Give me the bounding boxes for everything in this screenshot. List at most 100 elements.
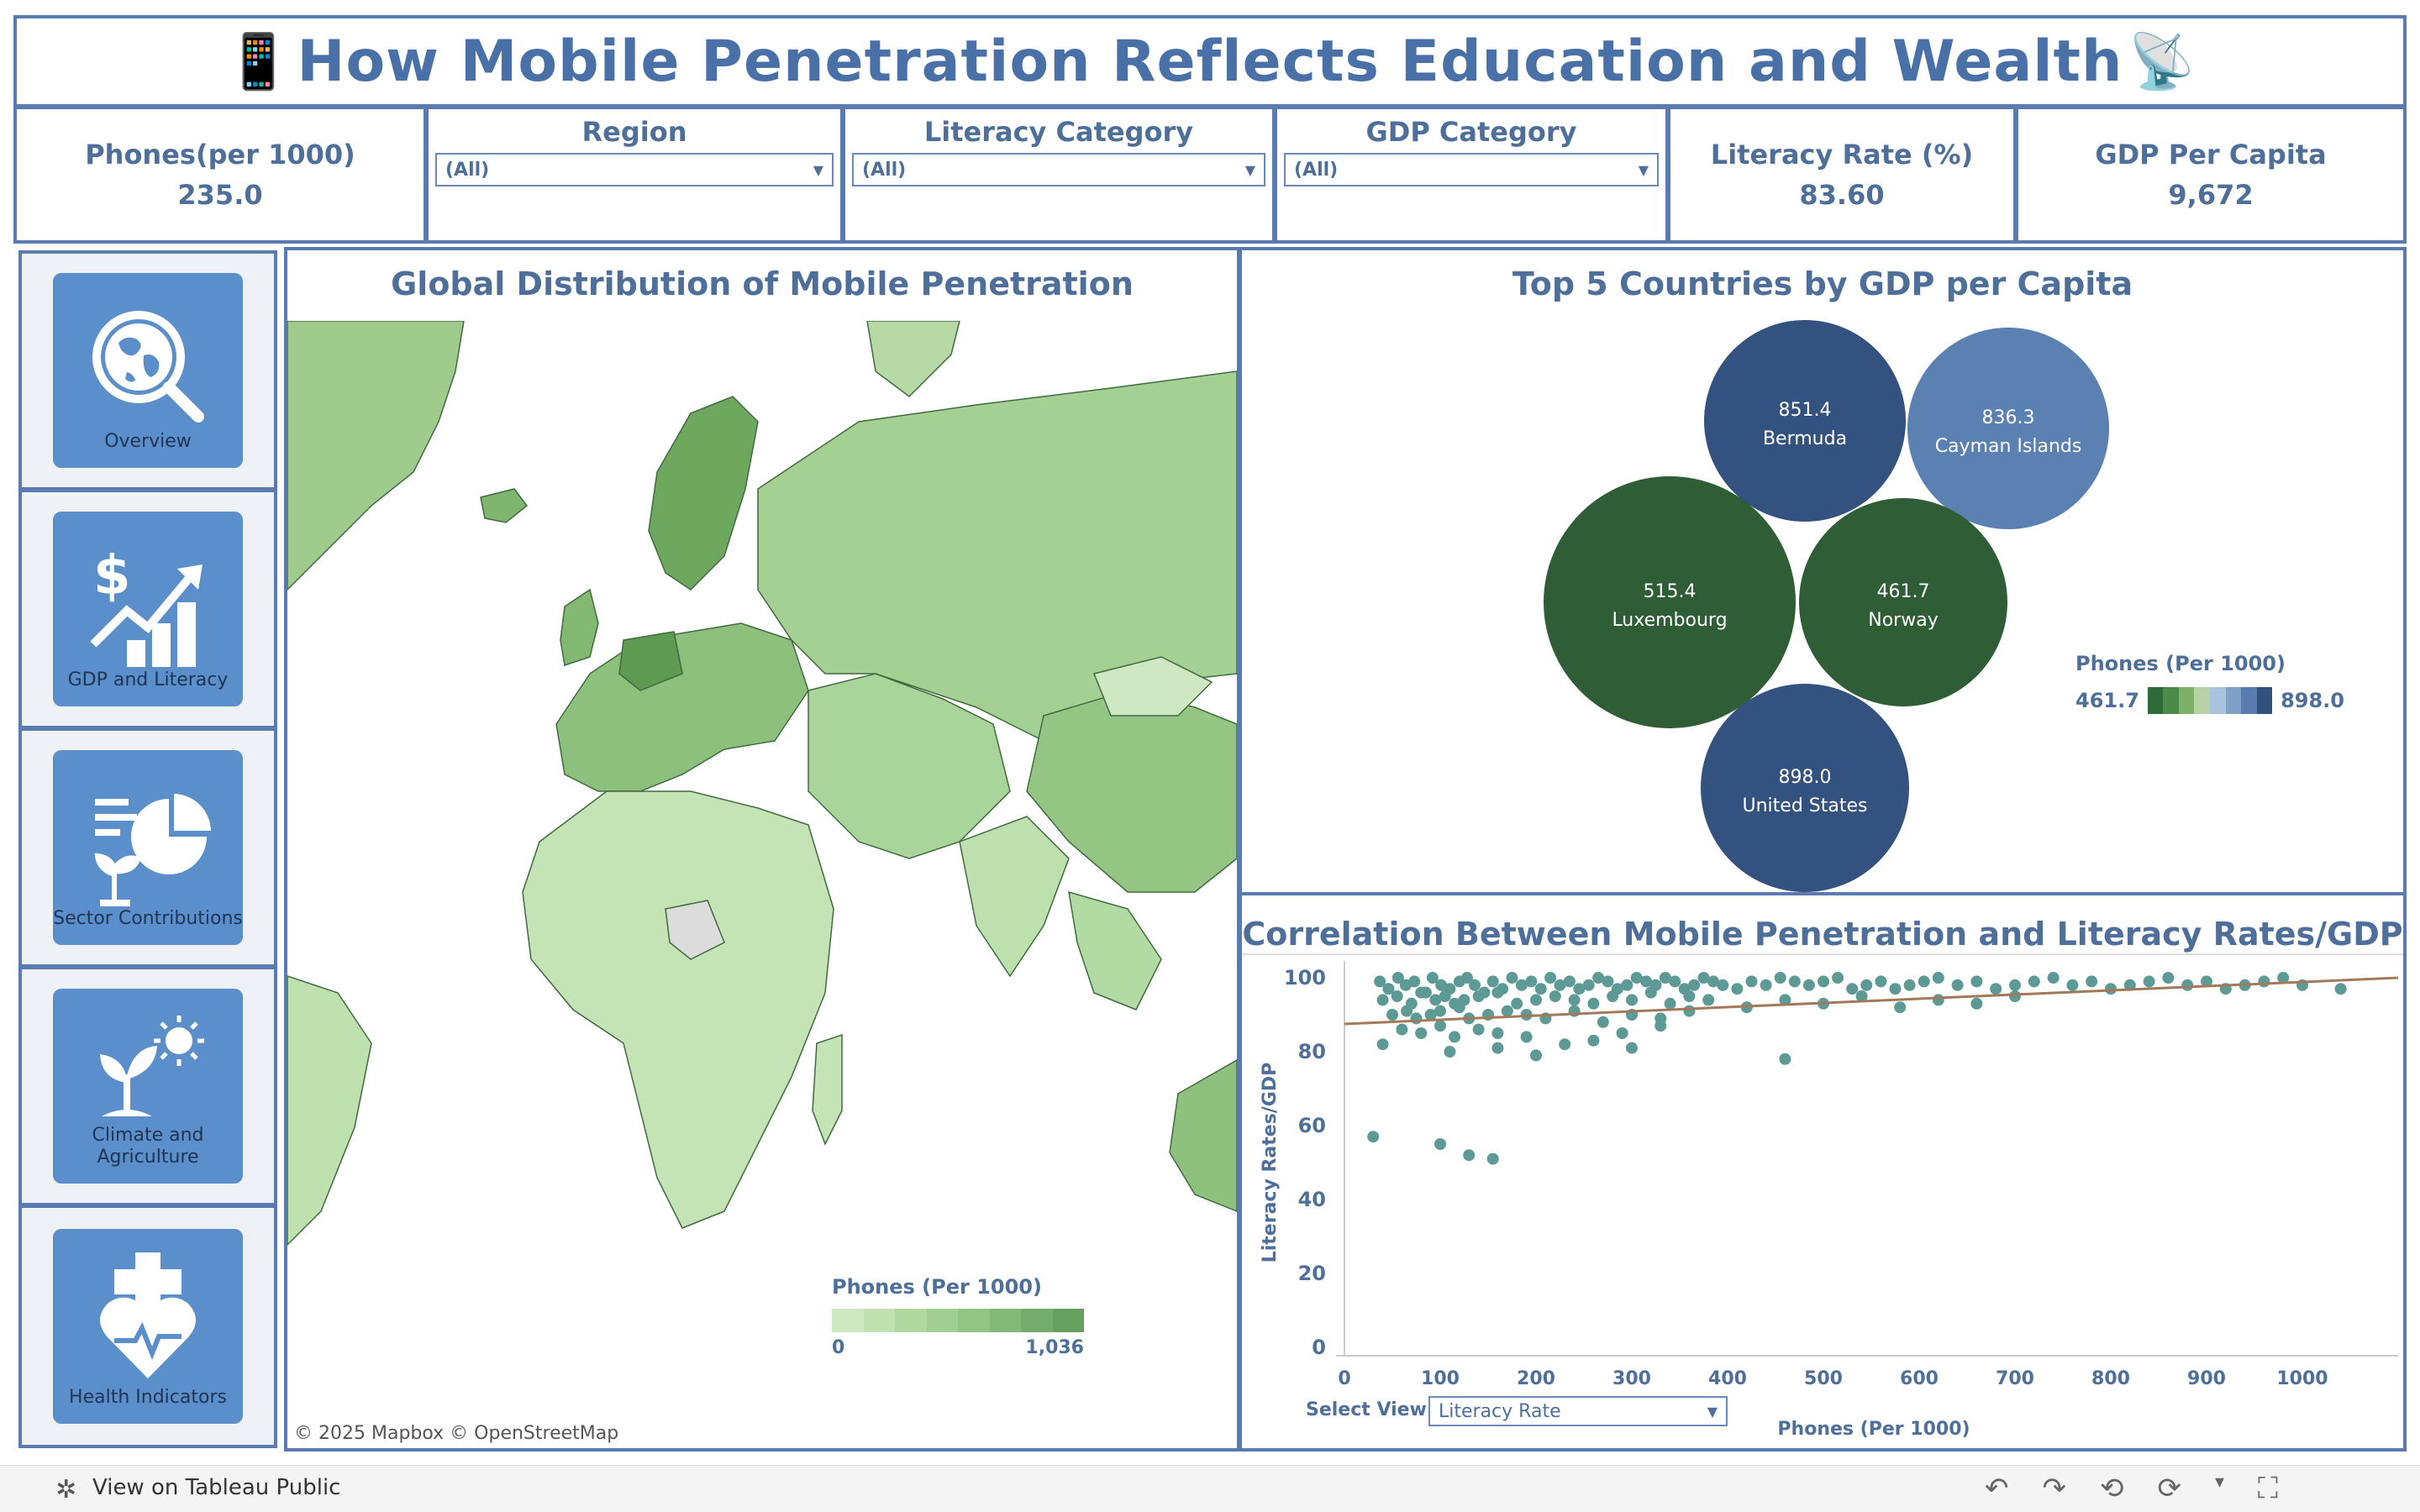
scatter-point[interactable]	[1463, 1149, 1476, 1162]
gdp-literacy-button[interactable]: $ GDP and Literacy	[53, 512, 243, 706]
scatter-point[interactable]	[1860, 979, 1873, 991]
scatter-point[interactable]	[1683, 1005, 1696, 1017]
scatter-point[interactable]	[1460, 972, 1473, 984]
scatter-point[interactable]	[1391, 990, 1403, 1002]
scatter-point[interactable]	[1374, 975, 1386, 988]
scatter-point[interactable]	[1607, 990, 1619, 1002]
scatter-point[interactable]	[2258, 975, 2270, 988]
scatter-point[interactable]	[1669, 975, 1681, 988]
scatter-point[interactable]	[1702, 994, 1715, 1006]
scatter-point[interactable]	[1554, 979, 1566, 991]
scatter-point[interactable]	[1779, 994, 1791, 1006]
scatter-point[interactable]	[1444, 1046, 1456, 1058]
scatter-point[interactable]	[1855, 990, 1868, 1002]
sidebar-item-gdp-literacy[interactable]: $ GDP and Literacy	[18, 489, 277, 729]
scatter-point[interactable]	[1396, 1023, 1408, 1036]
fullscreen-icon[interactable]: ⛶	[2258, 1472, 2278, 1505]
climate-agriculture-button[interactable]: Climate and Agriculture	[53, 989, 243, 1184]
scatter-point[interactable]	[1501, 1005, 1513, 1017]
scatter-point[interactable]	[1568, 994, 1581, 1006]
undo-icon[interactable]: ↶	[1985, 1472, 2009, 1505]
health-indicators-button[interactable]: Health Indicators	[53, 1229, 243, 1424]
scatter-point[interactable]	[1970, 997, 1983, 1010]
scatter-point[interactable]	[1549, 990, 1561, 1002]
scatter-point[interactable]	[1621, 979, 1634, 991]
scatter-point[interactable]	[1717, 979, 1729, 991]
scatter-point[interactable]	[1644, 986, 1657, 999]
scatter-point[interactable]	[2123, 979, 2136, 991]
scatter-point[interactable]	[1683, 990, 1696, 1002]
scatter-point[interactable]	[1472, 990, 1485, 1002]
refresh-icon[interactable]: ⟳	[2157, 1472, 2182, 1505]
sidebar-item-health[interactable]: Health Indicators	[18, 1205, 277, 1448]
scatter-point[interactable]	[1434, 1020, 1446, 1032]
scatter-point[interactable]	[1534, 983, 1547, 995]
scatter-point[interactable]	[1506, 972, 1518, 984]
scatter-point[interactable]	[1515, 979, 1528, 991]
scatter-point[interactable]	[1511, 997, 1523, 1010]
scatter-point[interactable]	[1434, 1138, 1446, 1150]
scatter-point[interactable]	[2201, 975, 2212, 988]
scatter-point[interactable]	[1401, 1005, 1413, 1017]
scatter-point[interactable]	[2334, 983, 2347, 995]
scatter-point[interactable]	[1525, 975, 1538, 988]
scatter-point[interactable]	[1530, 1049, 1542, 1062]
bubble-united-states[interactable]	[1701, 684, 1909, 892]
scatter-point[interactable]	[1745, 975, 1758, 988]
gdp-category-dropdown[interactable]: (All) ▼	[1284, 153, 1659, 186]
scatter-point[interactable]	[1472, 1023, 1485, 1036]
world-map[interactable]	[287, 321, 1237, 1446]
scatter-point[interactable]	[2028, 975, 2040, 988]
scatter-point[interactable]	[2143, 975, 2155, 988]
scatter-point[interactable]	[1779, 1053, 1791, 1065]
more-options-icon[interactable]: ▾	[2215, 1472, 2225, 1493]
scatter-point[interactable]	[1697, 972, 1710, 984]
bubble-luxembourg[interactable]	[1544, 476, 1796, 728]
scatter-point[interactable]	[1597, 1016, 1609, 1028]
scatter-point[interactable]	[1544, 972, 1557, 984]
overview-button[interactable]: Overview	[53, 273, 243, 468]
scatter-point[interactable]	[1802, 979, 1815, 991]
scatter-point[interactable]	[1563, 975, 1576, 988]
scatter-point[interactable]	[1367, 1131, 1380, 1143]
scatter-point[interactable]	[1731, 983, 1744, 995]
scatter-point[interactable]	[1392, 972, 1404, 984]
scatter-point[interactable]	[1903, 979, 1916, 991]
scatter-point[interactable]	[1655, 1020, 1667, 1032]
scatter-point[interactable]	[1659, 972, 1671, 984]
select-view-dropdown[interactable]: Literacy Rate ▼	[1428, 1396, 1728, 1426]
revert-icon[interactable]: ⟲	[2100, 1472, 2124, 1505]
scatter-point[interactable]	[2086, 975, 2098, 988]
scatter-point[interactable]	[1760, 979, 1772, 991]
region-dropdown[interactable]: (All) ▼	[435, 153, 834, 186]
scatter-point[interactable]	[2162, 972, 2175, 984]
bubble-cayman-islands[interactable]	[1907, 328, 2109, 529]
scatter-point[interactable]	[1386, 1009, 1398, 1021]
scatter-point[interactable]	[1894, 1001, 1907, 1014]
scatter-point[interactable]	[1846, 983, 1859, 995]
scatter-point[interactable]	[1559, 1038, 1571, 1051]
scatter-point[interactable]	[2047, 972, 2060, 984]
scatter-point[interactable]	[1424, 1009, 1437, 1021]
scatter-point[interactable]	[1449, 1031, 1461, 1043]
scatter-point[interactable]	[1426, 972, 1439, 984]
scatter-point[interactable]	[1469, 979, 1481, 991]
scatter-point[interactable]	[2181, 979, 2194, 991]
scatter-point[interactable]	[1774, 972, 1786, 984]
scatter-point[interactable]	[1419, 986, 1432, 999]
scatter-point[interactable]	[1932, 994, 1944, 1006]
scatter-point[interactable]	[2009, 990, 2021, 1002]
scatter-point[interactable]	[1429, 994, 1442, 1006]
scatter-point[interactable]	[1582, 979, 1595, 991]
scatter-point[interactable]	[1491, 986, 1504, 999]
scatter-point[interactable]	[1439, 990, 1451, 1002]
scatter-point[interactable]	[1630, 972, 1643, 984]
scatter-point[interactable]	[1587, 1034, 1600, 1047]
scatter-point[interactable]	[2066, 979, 2079, 991]
scatter-point[interactable]	[1970, 975, 1983, 988]
scatter-point[interactable]	[1592, 972, 1605, 984]
scatter-point[interactable]	[1410, 1012, 1423, 1025]
literacy-category-dropdown[interactable]: (All) ▼	[852, 153, 1265, 186]
bubble-bermuda[interactable]	[1704, 320, 1906, 522]
